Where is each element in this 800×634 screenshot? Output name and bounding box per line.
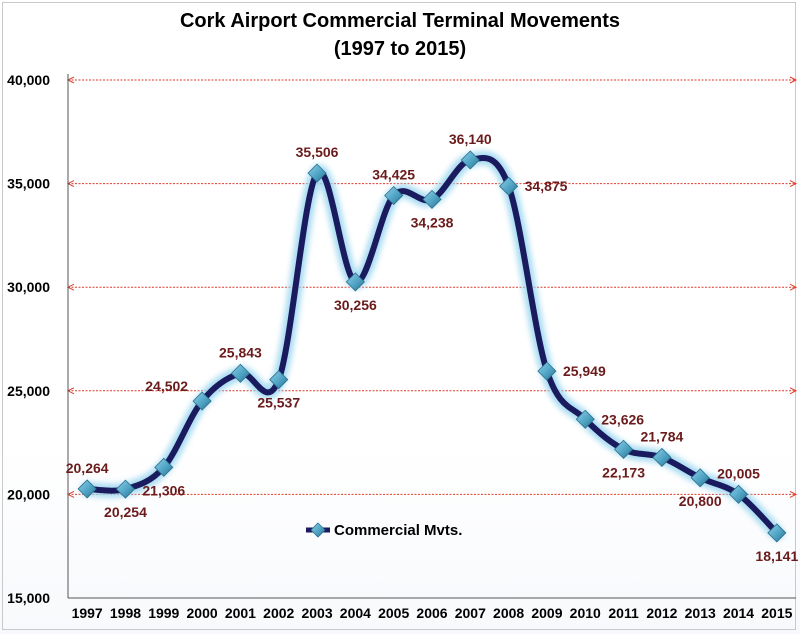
series-line [84,154,780,536]
data-point-marker [690,468,710,488]
legend-label: Commercial Mvts. [334,522,462,539]
chart-subtitle: (1997 to 2015) [333,38,467,60]
data-label: 20,254 [104,504,147,520]
x-tick-label: 2015 [761,605,792,621]
data-point-marker [575,409,595,429]
data-label: 25,949 [563,363,606,379]
data-label: 20,264 [66,460,109,476]
y-tick-label: 25,000 [7,383,50,399]
data-label: 21,306 [142,482,185,498]
data-label: 35,506 [296,144,339,160]
y-tick-label: 35,000 [7,176,50,192]
x-tick-label: 1998 [110,605,141,621]
data-label: 34,238 [411,214,454,230]
x-tick-label: 1997 [72,605,103,621]
data-point-marker [652,447,672,468]
gridline-arrow-right [789,387,798,395]
y-tick-label: 15,000 [7,590,50,606]
gridline-arrow-right [789,76,798,84]
data-point-marker [614,439,634,459]
data-label: 21,784 [640,428,683,444]
data-label: 20,005 [717,465,760,481]
data-label: 23,626 [601,411,644,427]
x-tick-label: 2014 [723,605,754,621]
x-tick-label: 2000 [187,605,218,621]
data-point-marker [269,370,289,390]
data-label: 25,843 [219,344,262,360]
legend-marker [310,522,326,538]
data-point-marker [307,163,327,183]
data-point-marker [230,363,250,383]
data-point-marker [115,479,136,499]
chart-title: Cork Airport Commercial Terminal Movemen… [179,10,621,32]
x-tick-label: 2003 [301,605,332,621]
y-tick-label: 20,000 [7,486,50,502]
x-tick-label: 2011 [608,605,639,621]
x-tick-label: 2013 [685,605,716,621]
x-tick-label: 2004 [340,605,371,621]
data-point-marker [728,484,749,504]
x-tick-label: 2002 [263,605,294,621]
x-tick-label: 2007 [455,605,486,621]
data-label: 30,256 [334,297,377,313]
data-point-marker [192,391,212,411]
data-label: 25,537 [257,395,300,411]
x-tick-label: 1999 [148,605,179,621]
data-label: 24,502 [145,378,188,394]
data-label: 18,141 [755,548,798,564]
y-tick-label: 30,000 [7,279,50,295]
data-label: 22,173 [602,464,645,480]
data-label: 36,140 [449,131,492,147]
data-point-marker [537,361,557,381]
x-tick-label: 2009 [531,605,562,621]
x-tick-label: 2008 [493,605,524,621]
x-tick-label: 2005 [378,605,409,621]
data-point-marker [422,189,442,209]
x-tick-label: 2006 [416,605,447,621]
data-point-marker [345,272,365,292]
data-point-marker [154,457,174,477]
data-point-marker [499,176,519,196]
gridline-arrow-right [789,490,798,498]
x-tick-label: 2001 [225,605,256,621]
y-tick-label: 40,000 [7,72,50,88]
data-point-marker [460,150,480,170]
gridline-arrow-right [789,283,798,291]
data-label: 34,425 [372,167,415,183]
data-point-marker [77,479,97,499]
data-label: 20,800 [679,493,722,509]
data-label: 34,875 [525,178,568,194]
x-tick-label: 2012 [646,605,677,621]
data-point-marker [384,185,404,206]
data-point-marker [767,523,787,543]
x-tick-label: 2010 [570,605,601,621]
gridline-arrow-right [789,180,798,188]
